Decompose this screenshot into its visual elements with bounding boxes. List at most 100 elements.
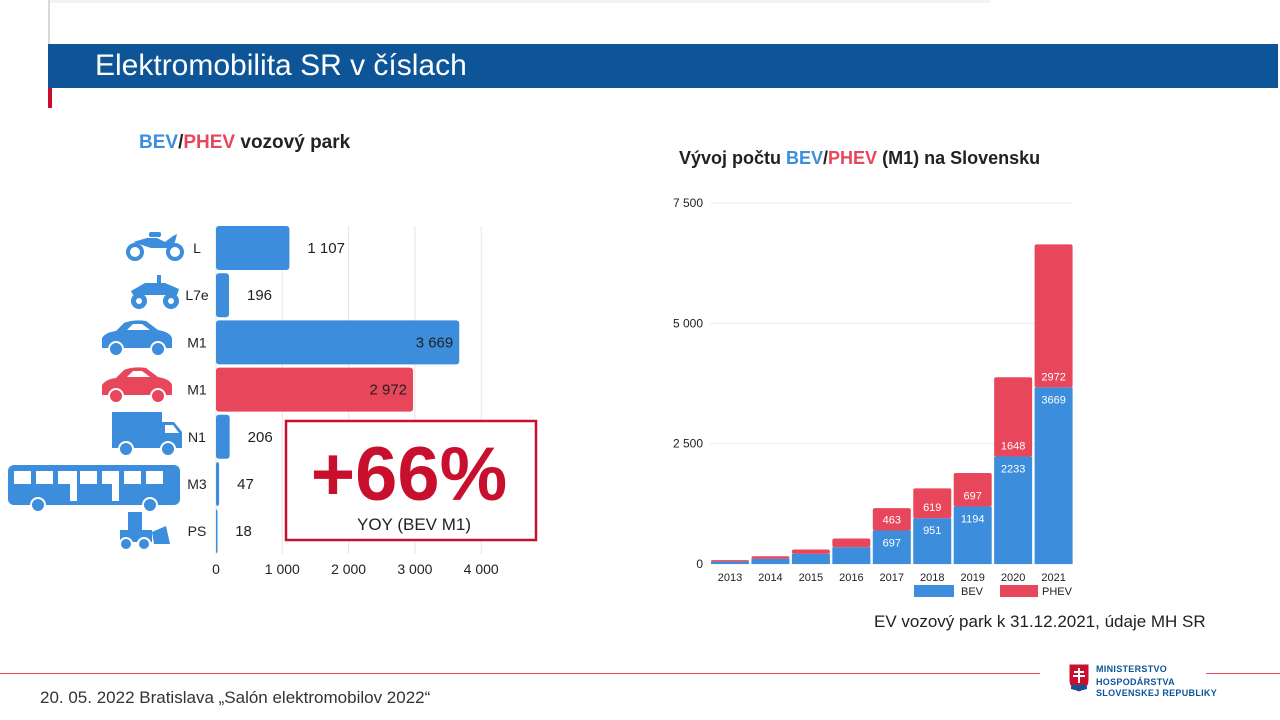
handle — [157, 275, 161, 284]
top-border — [50, 0, 990, 3]
data-label-bev: 1194 — [961, 514, 985, 526]
bar — [216, 367, 414, 412]
wheel — [142, 497, 158, 513]
body — [102, 367, 172, 395]
data-label-phev: 619 — [923, 502, 941, 514]
x-tick-label: 2014 — [758, 572, 782, 584]
fleet-chart-title: BEV/PHEV vozový park — [139, 132, 350, 154]
x-tick-label: 2015 — [799, 572, 823, 584]
bar-bev — [1034, 387, 1073, 564]
title-rest: vozový park — [235, 132, 351, 153]
data-label-phev: 697 — [964, 491, 982, 503]
bar — [216, 509, 218, 554]
title-bar: Elektromobilita SR v číslach — [48, 44, 1278, 88]
bar-phev — [872, 508, 911, 531]
data-label: 3 669 — [416, 334, 454, 351]
data-label: 47 — [237, 476, 254, 493]
window — [127, 324, 150, 330]
title-phev: PHEV — [828, 148, 878, 168]
body — [112, 412, 182, 448]
bar-phev — [832, 538, 871, 548]
bar-bev — [751, 558, 790, 564]
loader-icon — [119, 512, 170, 551]
x-tick-label: 0 — [212, 561, 220, 577]
title-bev: BEV — [786, 148, 824, 168]
data-label: 196 — [247, 287, 272, 304]
quad-icon — [131, 275, 179, 309]
category-label: M1 — [187, 334, 207, 350]
wheel — [150, 388, 166, 404]
bar-bev — [994, 456, 1033, 564]
data-label-phev: 463 — [883, 514, 901, 526]
car-icon — [102, 367, 172, 404]
yoy-value: +66% — [311, 432, 508, 517]
left-rule — [48, 0, 50, 46]
legend-swatch-phev — [1000, 585, 1038, 597]
legend-label-phev: PHEV — [1042, 586, 1073, 598]
title-phev: PHEV — [183, 132, 236, 153]
data-label-phev: 2972 — [1041, 371, 1065, 383]
ministry-line-1: MINISTERSTVO — [1096, 664, 1168, 674]
wheel — [118, 441, 134, 457]
bar — [216, 320, 460, 365]
title-pre: Vývoj počtu — [679, 148, 787, 168]
hub — [136, 298, 142, 304]
bar-phev — [711, 560, 749, 562]
category-label: L7e — [185, 287, 209, 303]
x-tick-label: 2021 — [1041, 572, 1065, 584]
trend-chart-title: Vývoj počtu BEV/PHEV (M1) na Slovensku — [679, 148, 1040, 169]
category-label: M3 — [187, 476, 207, 492]
cab — [128, 512, 142, 530]
data-label: 206 — [248, 429, 273, 446]
bar — [216, 226, 290, 270]
x-tick-label: 1 000 — [265, 561, 300, 577]
x-tick-label: 2020 — [1001, 572, 1025, 584]
bar-bev — [872, 530, 911, 564]
data-label-bev: 3669 — [1041, 394, 1065, 406]
y-tick-label: 7 500 — [673, 196, 703, 210]
y-tick-label: 5 000 — [673, 316, 703, 330]
category-label: PS — [188, 523, 207, 539]
category-label: L — [193, 240, 201, 256]
data-label: 2 972 — [369, 382, 407, 399]
ministry-line-2: HOSPODÁRSTVA — [1096, 677, 1175, 687]
footer-divider-right — [1206, 673, 1280, 674]
wheel — [108, 341, 124, 357]
bar — [216, 273, 229, 318]
wheel — [30, 497, 46, 513]
red-accent-mark — [48, 88, 52, 108]
wheel — [166, 243, 184, 261]
x-tick-label: 2013 — [718, 572, 742, 584]
x-tick-label: 2018 — [920, 572, 944, 584]
footer-divider — [0, 673, 1040, 674]
window — [146, 471, 163, 484]
data-label: 18 — [235, 523, 252, 540]
ministry-logo: MINISTERSTVO HOSPODÁRSTVA SLOVENSKEJ REP… — [1068, 663, 1218, 703]
window — [127, 371, 150, 377]
wheel — [160, 441, 176, 457]
bar-phev — [1034, 244, 1073, 388]
bar-bev — [953, 506, 992, 564]
wheel — [137, 537, 151, 551]
wheel — [126, 243, 144, 261]
door — [70, 471, 77, 501]
category-label: N1 — [188, 429, 206, 445]
title-bev: BEV — [139, 132, 179, 153]
data-label-phev: 1648 — [1001, 441, 1025, 453]
bar-bev — [913, 518, 952, 564]
body — [131, 283, 179, 295]
x-tick-label: 2016 — [839, 572, 863, 584]
page-title: Elektromobilita SR v číslach — [95, 49, 467, 82]
yoy-box — [284, 419, 538, 542]
bar-phev — [913, 488, 952, 519]
wheel — [108, 388, 124, 404]
title-sep: / — [823, 148, 829, 168]
coat-of-arms-icon — [1068, 663, 1090, 693]
bar-bev — [711, 561, 749, 564]
bar-bev — [791, 553, 830, 564]
category-label: M1 — [187, 382, 207, 398]
data-label: 1 107 — [307, 240, 345, 257]
seat — [149, 232, 161, 237]
body — [133, 234, 177, 248]
